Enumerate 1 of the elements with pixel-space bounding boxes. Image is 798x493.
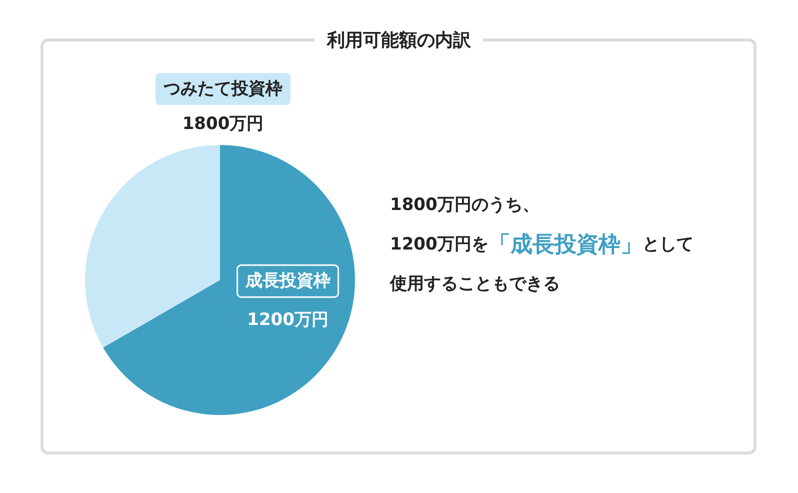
title: 利用可能額の内訳 xyxy=(327,30,471,50)
